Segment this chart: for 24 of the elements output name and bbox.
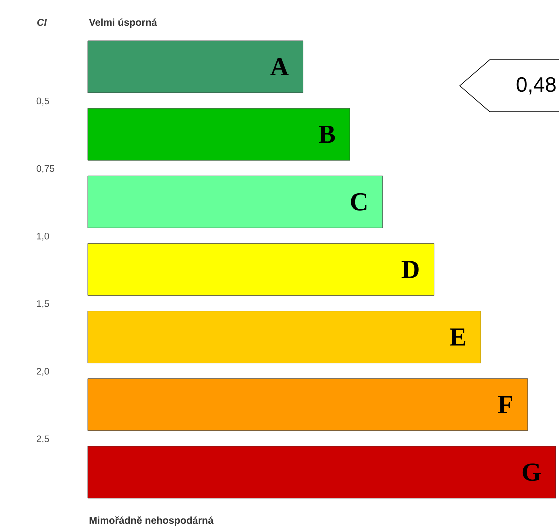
chart-title: Velmi úsporná <box>89 18 158 28</box>
y-tick-label: A <box>270 58 289 76</box>
bar <box>88 311 482 364</box>
y-axis-title: CI <box>38 19 48 26</box>
y-tick-label: C <box>351 193 367 211</box>
y-tick-label: E <box>450 328 466 346</box>
annotation: 0,48 <box>516 77 556 95</box>
text: 1,5 <box>37 300 50 308</box>
bar <box>88 244 435 296</box>
text: 0,75 <box>36 165 55 174</box>
bar <box>88 446 556 499</box>
text: 2,0 <box>36 368 50 376</box>
text: 0,5 <box>36 98 50 106</box>
y-tick-label: B <box>319 126 336 144</box>
y-tick-label: F <box>498 396 512 414</box>
bar <box>88 176 384 228</box>
y-tick-label: G <box>522 464 542 482</box>
text: Mimořádně nehospodárná <box>90 516 214 526</box>
bar <box>88 378 528 432</box>
text: 1,0 <box>37 233 50 241</box>
y-tick-label: D <box>402 261 419 278</box>
bar <box>88 40 304 94</box>
text: 2,5 <box>36 436 50 444</box>
bar <box>88 108 350 161</box>
